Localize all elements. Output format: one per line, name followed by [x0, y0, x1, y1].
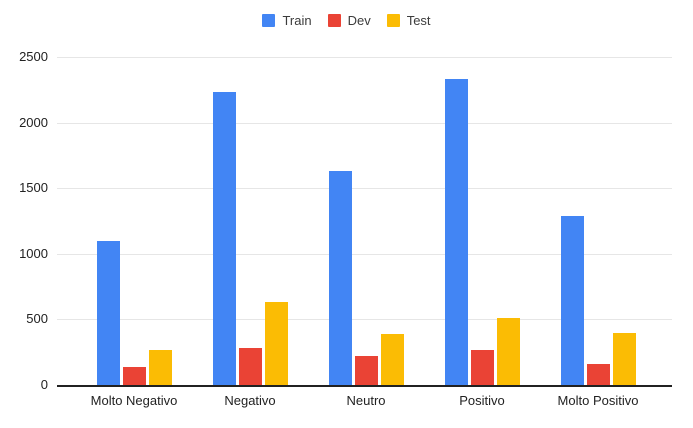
legend-label: Train	[282, 13, 312, 28]
bar-test	[148, 349, 172, 385]
y-axis-tick-label: 2000	[19, 114, 48, 130]
y-axis-tick-label: 0	[40, 377, 48, 392]
bar-group-neutro	[328, 57, 404, 385]
bar-test	[612, 333, 636, 385]
legend-item-test: Test	[386, 13, 431, 28]
y-axis-tick-label: 1000	[19, 245, 48, 261]
bar-train	[96, 241, 120, 385]
gridline-1500	[57, 188, 672, 190]
x-axis-line	[57, 385, 672, 387]
bar-group-positivo	[444, 57, 520, 385]
x-axis-category-label: Molto Negativo	[90, 393, 178, 408]
x-axis-category-label: Positivo	[459, 393, 505, 408]
y-axis-tick-label: 2500	[19, 49, 48, 64]
gridline-500	[57, 319, 672, 321]
gridline-2500	[57, 57, 672, 58]
chart-legend: Train Dev Test	[0, 13, 693, 28]
x-axis-category-label: Molto Positivo	[557, 393, 639, 408]
bar-train	[212, 92, 236, 385]
legend-item-dev: Dev	[327, 13, 371, 28]
gridline-2000	[57, 122, 672, 124]
bar-test	[496, 318, 520, 385]
legend-label: Dev	[347, 13, 371, 28]
bar-group-molto-negativo	[96, 57, 172, 385]
bar-group-negativo	[212, 57, 288, 385]
x-axis-category-label: Neutro	[346, 393, 386, 408]
legend-swatch-test-icon	[386, 14, 400, 27]
plot-area: Molto Negativo Negativo Neutro Positivo Molt…	[57, 57, 672, 408]
gridline-1000	[57, 253, 672, 255]
bar-train	[560, 216, 584, 385]
bar-dev	[354, 356, 378, 385]
bar-train	[444, 79, 468, 385]
legend-label: Test	[406, 13, 431, 28]
x-axis-category-label: Negativo	[224, 393, 276, 408]
bar-test	[264, 302, 288, 385]
bar-test	[380, 333, 404, 385]
legend-item-train: Train	[262, 13, 312, 28]
y-axis-tick-label: 500	[26, 311, 48, 327]
legend-swatch-dev-icon	[327, 14, 341, 27]
legend-swatch-train-icon	[262, 14, 276, 27]
bar-dev	[470, 350, 494, 385]
y-axis-tick-label: 1500	[19, 180, 48, 196]
bar-dev	[238, 347, 262, 385]
bar-dev	[122, 367, 146, 385]
bar-train	[328, 171, 352, 385]
bar-dev	[586, 364, 610, 385]
bar-group-molto-positivo	[560, 57, 636, 385]
